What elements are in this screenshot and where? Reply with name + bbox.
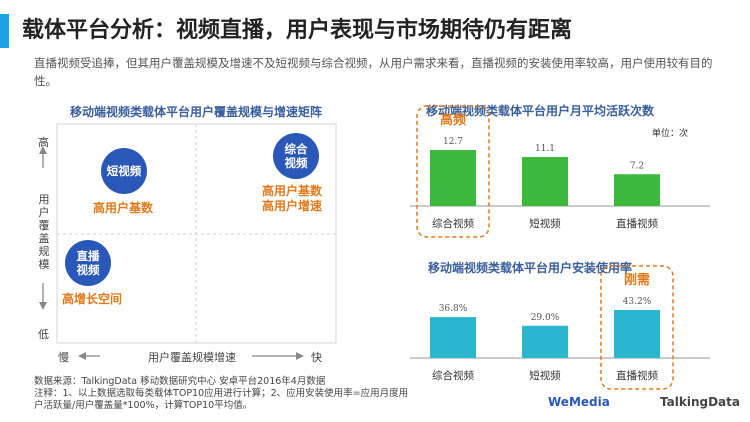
chart2-highlight-label: 刚需 bbox=[624, 273, 650, 288]
chart2-value-label: 43.2% bbox=[623, 297, 652, 307]
chart1-highlight-label: 高频 bbox=[440, 112, 466, 128]
chart2-category-label: 短视频 bbox=[529, 369, 561, 382]
chart2-value-label: 36.8% bbox=[439, 304, 468, 314]
footnote-source: 数据来源：TalkingData 移动数据研究中心 安卓平台2016年4月数据 bbox=[34, 376, 326, 387]
title-accent-bar bbox=[0, 14, 9, 48]
matrix-x-label: 用户覆盖规模增速 bbox=[148, 351, 236, 364]
matrix-y-high: 高 bbox=[38, 136, 49, 149]
page-title: 载体平台分析：视频直播，用户表现与市场期待仍有距离 bbox=[22, 18, 573, 43]
chart1-value-label: 7.2 bbox=[630, 161, 644, 171]
talkingdata-logo: TalkingData bbox=[660, 395, 740, 409]
chart1-highlight-frame bbox=[416, 105, 490, 238]
page-description: 直播视频受追捧，但其用户覆盖规模及增速不及短视频与综合视频，从用户需求来看，直播… bbox=[34, 56, 713, 88]
footnote-note: 注释：1、以上数据选取每类载体TOP10应用进行计算；2、应用安装使用率=应用月… bbox=[34, 388, 409, 411]
chart2-highlight-frame bbox=[600, 265, 674, 390]
matrix-circle-short-video: 短视频 bbox=[101, 148, 147, 194]
chart1-value-label: 11.1 bbox=[535, 144, 555, 154]
matrix-label-short-video: 高用户基数 bbox=[93, 201, 154, 215]
chart1-category-label: 直播视频 bbox=[616, 217, 658, 230]
matrix-label-live-video: 高增长空间 bbox=[62, 292, 123, 306]
footnote: 数据来源：TalkingData 移动数据研究中心 安卓平台2016年4月数据 … bbox=[34, 376, 414, 412]
matrix-x-fast: 快 bbox=[311, 351, 322, 364]
matrix-circle-general-video: 综合视频 bbox=[273, 133, 319, 179]
chart1-value-label: 12.7 bbox=[443, 137, 463, 147]
chart2-bar bbox=[614, 310, 660, 358]
matrix-y-label: 用户覆盖规模 bbox=[38, 193, 50, 271]
chart2-category-label: 综合视频 bbox=[432, 369, 474, 382]
chart1-bar bbox=[430, 150, 476, 206]
matrix-circle-live-video: 直播视频 bbox=[65, 240, 111, 286]
matrix-title: 移动端视频类载体平台用户覆盖规模与增速矩阵 bbox=[70, 105, 323, 119]
chart2-bar bbox=[430, 317, 476, 358]
chart1-category-label: 综合视频 bbox=[432, 217, 474, 230]
chart2-bar bbox=[522, 325, 568, 358]
matrix-label-general-video: 高用户基数 高用户增速 bbox=[262, 184, 323, 213]
wemedia-logo: WeMedia bbox=[548, 395, 610, 409]
matrix-y-low: 低 bbox=[38, 328, 49, 341]
chart2-category-label: 直播视频 bbox=[616, 369, 658, 382]
chart1-bar bbox=[614, 174, 660, 206]
chart1-unit: 单位：次 bbox=[652, 129, 689, 139]
chart1-category-label: 短视频 bbox=[529, 217, 561, 230]
matrix-x-slow: 慢 bbox=[58, 351, 69, 364]
chart2-value-label: 29.0% bbox=[531, 313, 560, 323]
chart2-title: 移动端视频类载体平台用户安装使用率 bbox=[428, 261, 633, 275]
chart1-bar bbox=[522, 157, 568, 206]
